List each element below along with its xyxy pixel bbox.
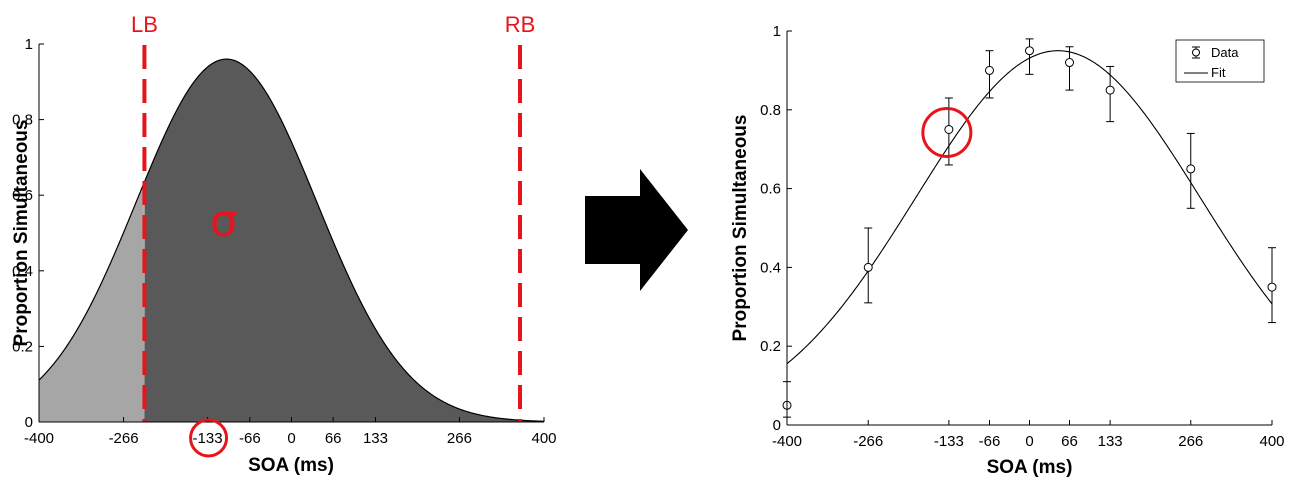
legend: Data Fit xyxy=(1175,39,1265,83)
right-y-tick-label: 0.4 xyxy=(760,259,781,276)
highlight-circle xyxy=(921,107,973,158)
left-x-tick-label: 400 xyxy=(531,430,556,447)
right-y-axis-label: Proportion Simultaneous xyxy=(730,115,751,342)
right-x-tick-label: 0 xyxy=(1025,433,1033,450)
left-y-tick-label: 0.4 xyxy=(12,263,33,280)
rb-label: RB xyxy=(505,12,536,37)
left-axes: 0 0.2 0.4 0.6 0.8 1 -400 -266 -133 -66 0 66 133 266 40… xyxy=(12,36,556,447)
left-y-tick-label: 0.6 xyxy=(12,187,33,204)
right-x-axis-label: SOA (ms) xyxy=(987,457,1073,478)
lb-label: LB xyxy=(131,12,158,37)
left-x-tick-label: 266 xyxy=(447,430,472,447)
right-x-tick-label: -133 xyxy=(934,433,964,450)
right-x-tick-label: 400 xyxy=(1259,433,1284,450)
left-x-tick-label: 66 xyxy=(325,430,342,447)
area-before-lb xyxy=(39,183,145,422)
right-x-tick-label: 266 xyxy=(1178,433,1203,450)
left-x-tick-label: -66 xyxy=(239,430,261,447)
right-chart: 0 0.2 0.4 0.6 0.8 1 -400 -266 -133 -66 0 66 133 266 40… xyxy=(730,23,1285,478)
left-y-tick-label: 0.8 xyxy=(12,112,33,129)
data-point xyxy=(1105,85,1115,95)
left-y-tick-label: 1 xyxy=(25,36,33,53)
legend-entry-data: Data xyxy=(1211,45,1239,60)
left-x-axis-label: SOA (ms) xyxy=(248,455,334,476)
right-x-tick-label: 66 xyxy=(1061,433,1078,450)
right-x-tick-label: -66 xyxy=(979,433,1001,450)
left-y-tick-label: 0 xyxy=(25,414,33,431)
legend-marker-icon xyxy=(1192,48,1200,57)
data-point xyxy=(1186,164,1196,174)
data-point xyxy=(863,262,873,272)
left-x-tick-label: -133 xyxy=(193,430,223,447)
highlight-circle xyxy=(189,418,229,458)
fit-curve xyxy=(786,50,1273,365)
right-y-tick-label: 1 xyxy=(773,23,781,40)
area-between-boundaries xyxy=(144,59,544,423)
right-y-tick-label: 0.8 xyxy=(760,102,781,119)
legend-box xyxy=(1175,39,1265,83)
left-chart: 0 0.2 0.4 0.6 0.8 1 -400 -266 -133 -66 0 66 133 266 40… xyxy=(11,12,557,476)
right-y-tick-label: 0.6 xyxy=(760,181,781,198)
left-x-tick-label: 0 xyxy=(287,430,295,447)
right-x-tick-label: -266 xyxy=(853,433,883,450)
right-y-tick-label: 0.2 xyxy=(760,338,781,355)
left-x-tick-label: -400 xyxy=(24,430,54,447)
data-point xyxy=(1025,46,1034,56)
right-y-tick-label: 0 xyxy=(773,417,781,434)
left-y-tick-label: 0.2 xyxy=(12,338,33,355)
right-x-tick-label: 133 xyxy=(1098,433,1123,450)
left-y-axis-label: Proportion Simultaneous xyxy=(11,120,32,347)
legend-entry-fit: Fit xyxy=(1211,65,1226,80)
data-points xyxy=(782,38,1277,418)
data-point xyxy=(984,65,994,75)
data-point xyxy=(1267,282,1277,292)
left-x-tick-label: -266 xyxy=(109,430,139,447)
gaussian-curve xyxy=(38,58,545,422)
arrow-icon xyxy=(585,169,688,291)
data-point xyxy=(1065,58,1075,68)
right-axes: 0 0.2 0.4 0.6 0.8 1 -400 -266 -133 -66 0 66 133 266 40… xyxy=(760,23,1284,450)
sigma-label: σ xyxy=(210,196,238,247)
data-point xyxy=(944,125,954,134)
left-x-tick-label: 133 xyxy=(363,430,388,447)
right-x-tick-label: -400 xyxy=(772,433,802,450)
